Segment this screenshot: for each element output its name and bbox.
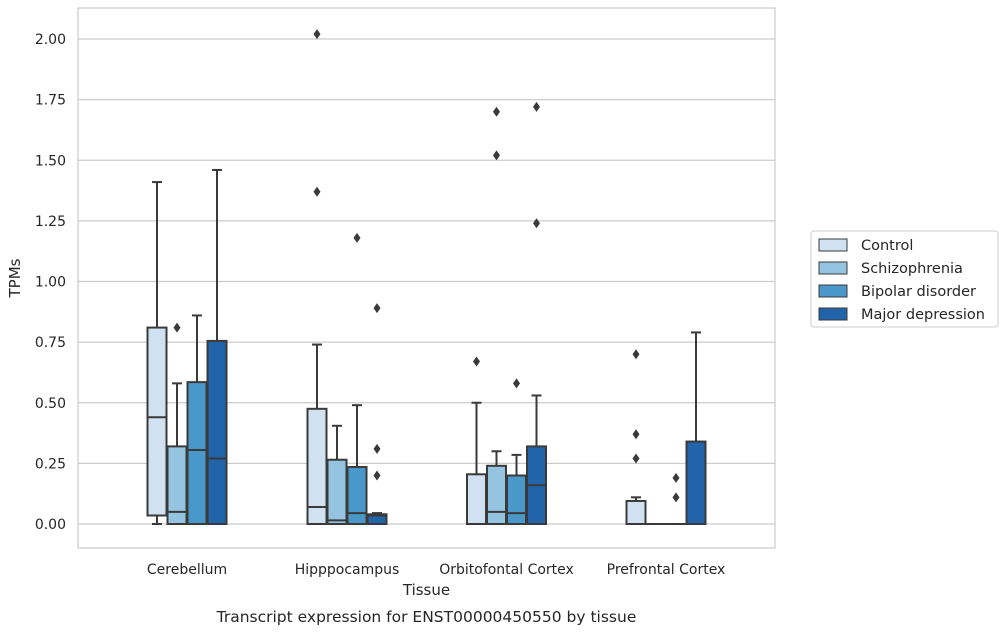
x-axis-title: Tissue bbox=[402, 581, 450, 599]
box bbox=[366, 513, 388, 525]
outlier-point bbox=[313, 186, 321, 197]
plot-area-frame bbox=[77, 7, 776, 549]
y-tick-label: 0.50 bbox=[35, 396, 66, 412]
y-tick-label: 0.75 bbox=[35, 335, 66, 351]
box bbox=[146, 326, 168, 517]
outlier-point bbox=[353, 232, 361, 243]
legend-label: Major depression bbox=[861, 307, 985, 323]
y-tick-label: 1.25 bbox=[35, 214, 66, 230]
box-series bbox=[146, 29, 707, 526]
legend: Control Schizophrenia Bipolar disorder Majo… bbox=[810, 230, 999, 328]
legend-swatch bbox=[818, 307, 848, 321]
x-tick-label: Hipppocampus bbox=[295, 562, 400, 578]
box bbox=[206, 339, 228, 525]
box bbox=[186, 381, 208, 526]
x-tick-label: Prefrontal Cortex bbox=[607, 562, 726, 578]
outlier-point bbox=[493, 106, 500, 117]
legend-swatch bbox=[818, 284, 848, 298]
outlier-point bbox=[533, 101, 540, 112]
legend-frame bbox=[810, 230, 999, 328]
y-tick-label: 1.50 bbox=[35, 153, 66, 169]
box bbox=[486, 464, 507, 525]
y-tick-label: 0.00 bbox=[35, 517, 66, 533]
series-major-depression bbox=[206, 101, 707, 525]
box bbox=[326, 458, 348, 525]
outlier-point bbox=[672, 472, 680, 483]
outlier-point bbox=[373, 443, 381, 454]
legend-swatch bbox=[818, 238, 848, 252]
box bbox=[466, 473, 487, 526]
series-control bbox=[146, 29, 647, 526]
series-schizophrenia bbox=[166, 106, 667, 526]
outlier-point bbox=[632, 429, 640, 440]
outlier-point bbox=[373, 470, 381, 481]
outlier-point bbox=[493, 150, 500, 161]
outlier-point bbox=[632, 453, 640, 464]
outlier-point bbox=[373, 303, 381, 314]
outlier-point bbox=[672, 492, 680, 503]
outlier-point bbox=[533, 218, 540, 229]
x-tick-label: Cerebellum bbox=[147, 562, 227, 578]
legend-swatch bbox=[818, 261, 848, 275]
outlier-point bbox=[513, 378, 520, 389]
y-tick-label: 2.00 bbox=[35, 32, 66, 48]
box bbox=[625, 499, 647, 525]
y-axis-title: TPMs bbox=[6, 258, 24, 298]
outlier-point bbox=[173, 322, 181, 333]
box bbox=[685, 440, 707, 525]
y-axis-ticks: 0.00 0.25 0.50 0.75 1.00 1.25 1.50 1.75 2.00 bbox=[35, 32, 66, 533]
outlier-point bbox=[632, 349, 640, 360]
legend-label: Schizophrenia bbox=[861, 261, 963, 277]
outlier-point bbox=[473, 356, 480, 367]
x-axis-ticks: Cerebellum Hipppocampus Orbitofontal Corte… bbox=[147, 562, 725, 578]
y-tick-label: 0.25 bbox=[35, 456, 66, 472]
outlier-point bbox=[313, 29, 321, 40]
y-tick-label: 1.00 bbox=[35, 275, 66, 291]
box bbox=[506, 474, 527, 525]
box bbox=[346, 466, 368, 526]
legend-label: Control bbox=[861, 238, 913, 254]
legend-label: Bipolar disorder bbox=[861, 284, 976, 300]
x-tick-label: Orbitofontal Cortex bbox=[439, 562, 574, 578]
y-tick-label: 1.75 bbox=[35, 93, 66, 109]
chart-caption: Transcript expression for ENST0000045055… bbox=[216, 608, 637, 626]
